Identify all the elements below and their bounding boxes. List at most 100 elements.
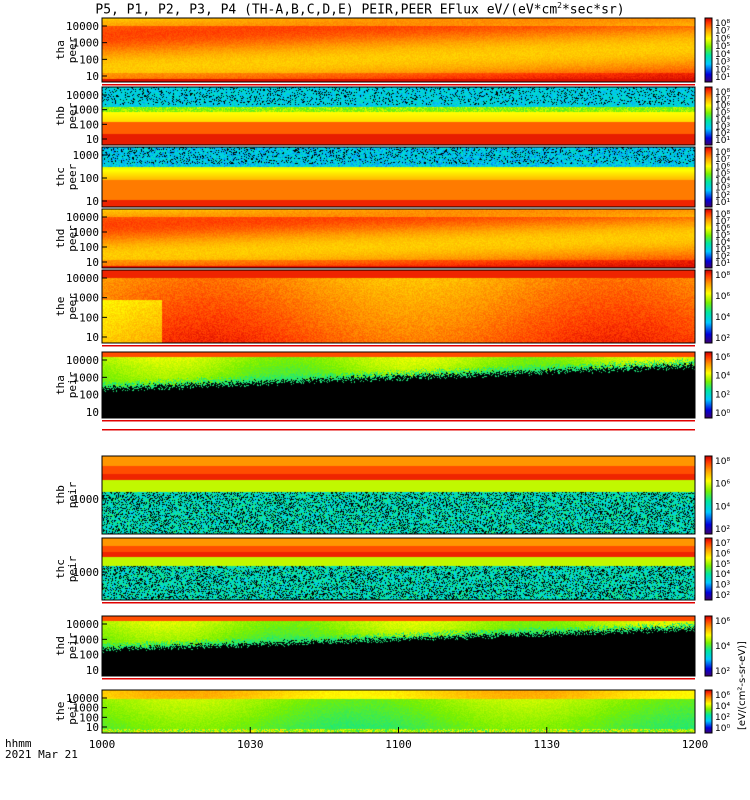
panel-tha-peir: 10000 1000 100 10 tha peir 10⁶ 10⁴ 10² 10⁰ xyxy=(54,351,730,419)
colorbar-tick-label: 10² xyxy=(715,334,730,344)
panel-inst-label: peer xyxy=(66,102,79,129)
y-tick-label: 10 xyxy=(86,721,99,734)
panel-probe-label: thd xyxy=(54,636,67,656)
gap-stripe xyxy=(102,678,695,680)
panel-the-peer: 10000 1000 100 10 the peer 10⁸ 10⁶ 10⁴ 10² xyxy=(54,269,730,344)
spectrogram-tha-peir xyxy=(102,352,695,418)
colorbar-tick-label: 10⁸ xyxy=(715,148,730,158)
panel-probe-label: the xyxy=(54,702,67,722)
y-tick-label: 1000 xyxy=(73,371,100,384)
colorbar-tick-label: 10⁸ xyxy=(715,88,730,98)
colorbar-tick-label: 10⁸ xyxy=(715,271,730,281)
colorbar-tick-label: 10¹ xyxy=(715,73,730,83)
y-tick-label: 10 xyxy=(86,406,99,419)
gap-stripe xyxy=(102,602,695,604)
panel-probe-label: thc xyxy=(54,559,67,579)
panel-thd-peir: 10000 1000 100 10 thd peir 10⁶ 10⁴ 10² xyxy=(54,615,730,677)
panel-inst-label: peer xyxy=(66,293,79,320)
colorbar xyxy=(704,208,713,269)
colorbar-tick-label: 10¹ xyxy=(715,259,730,269)
spectrogram-thb-peir xyxy=(102,456,695,534)
panel-inst-label: peir xyxy=(66,481,79,508)
colorbar-tick-label: 10¹ xyxy=(715,136,730,146)
colorbar-tick-label: 10⁰ xyxy=(715,409,730,419)
panel-frame xyxy=(101,17,696,83)
colorbar-tick-label: 10² xyxy=(715,525,730,535)
y-tick-label: 100 xyxy=(79,311,99,324)
colorbar-tick-label: 10⁶ xyxy=(715,617,730,627)
colorbar-tick-label: 10⁶ xyxy=(715,102,730,112)
colorbar-tick-label: 10³ xyxy=(715,58,730,68)
colorbar-tick-label: 10² xyxy=(715,65,730,75)
panel-inst-label: peir xyxy=(66,371,79,398)
panel-frame xyxy=(101,86,696,146)
colorbar-tick-label: 10⁴ xyxy=(715,313,730,323)
y-tick-label: 10 xyxy=(86,70,99,83)
x-tick-label: 1200 xyxy=(682,738,709,751)
y-tick-label: 100 xyxy=(79,118,99,131)
colorbar-tick-label: 10⁶ xyxy=(715,162,730,172)
y-tick-label: 100 xyxy=(79,711,99,724)
colorbar-tick-label: 10⁴ xyxy=(715,372,730,382)
spectrogram-the-peer xyxy=(102,270,695,343)
colorbar-tick-label: 10⁴ xyxy=(715,238,730,248)
y-tick-label: 100 xyxy=(79,649,99,662)
panel-inst-label: peer xyxy=(66,225,79,252)
colorbar xyxy=(704,269,713,344)
colorbar xyxy=(704,351,713,419)
colorbar-tick-label: 10⁴ xyxy=(715,115,730,125)
colorbar-tick-label: 10⁴ xyxy=(715,702,730,712)
panel-inst-label: peir xyxy=(66,555,79,582)
spectrogram-thc-peer xyxy=(102,147,695,207)
panel-frame xyxy=(101,269,696,344)
x-tick-label: 1000 xyxy=(89,738,116,751)
y-tick-label: 100 xyxy=(79,241,99,254)
panel-probe-label: thd xyxy=(54,229,67,249)
panel-probe-label: thb xyxy=(54,106,67,126)
colorbar-tick-label: 10⁶ xyxy=(715,549,730,559)
colorbar-tick-label: 10⁸ xyxy=(715,457,730,467)
colorbar-tick-label: 10⁶ xyxy=(715,353,730,363)
colorbar-tick-label: 10⁴ xyxy=(715,502,730,512)
y-tick-label: 10000 xyxy=(66,89,99,102)
y-tick-label: 100 xyxy=(79,389,99,402)
colorbar-tick-label: 10⁵ xyxy=(715,109,730,119)
colorbar-tick-label: 10¹ xyxy=(715,198,730,208)
colorbar-tick-label: 10² xyxy=(715,591,730,601)
colorbar-tick-label: 10³ xyxy=(715,581,730,591)
panel-frame xyxy=(101,208,696,269)
colorbar-tick-label: 10⁶ xyxy=(715,34,730,44)
panel-frame xyxy=(101,351,696,419)
colorbar-tick-label: 10⁷ xyxy=(715,539,730,549)
colorbar-tick-label: 10⁵ xyxy=(715,42,730,52)
y-tick-label: 10000 xyxy=(66,272,99,285)
colorbar xyxy=(704,86,713,146)
y-tick-label: 10000 xyxy=(66,692,99,705)
panel-frame xyxy=(101,537,696,601)
panel-probe-label: tha xyxy=(54,40,67,60)
y-tick-label: 1000 xyxy=(73,702,100,715)
y-tick-label: 10 xyxy=(86,331,99,344)
y-tick-label: 1000 xyxy=(73,149,100,162)
panel-frame xyxy=(101,615,696,677)
y-tick-label: 1000 xyxy=(73,633,100,646)
spectrogram-thd-peir xyxy=(102,616,695,676)
colorbar-tick-label: 10⁸ xyxy=(715,210,730,220)
colorbar-tick-label: 10⁷ xyxy=(715,217,730,227)
colorbar-tick-label: 10⁵ xyxy=(715,169,730,179)
panel-probe-label: tha xyxy=(54,375,67,395)
colorbar-tick-label: 10² xyxy=(715,667,730,677)
colorbar-tick-label: 10³ xyxy=(715,122,730,132)
gap-stripe xyxy=(102,84,695,86)
x-tick-label: 1030 xyxy=(237,738,264,751)
y-tick-label: 10000 xyxy=(66,211,99,224)
y-tick-label: 10000 xyxy=(66,354,99,367)
y-tick-label: 100 xyxy=(79,53,99,66)
y-tick-label: 1000 xyxy=(73,37,100,50)
y-tick-label: 10 xyxy=(86,256,99,269)
